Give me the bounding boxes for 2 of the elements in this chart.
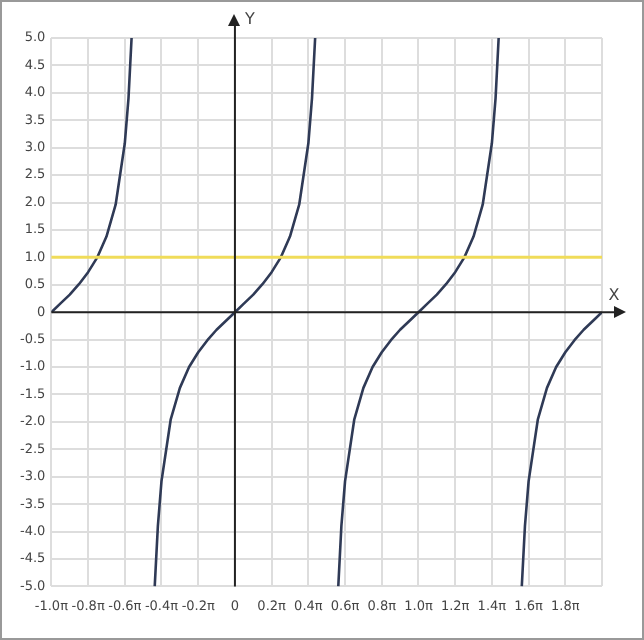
x-axis-title: X bbox=[608, 286, 621, 305]
y-axis-title: Y bbox=[242, 10, 255, 28]
